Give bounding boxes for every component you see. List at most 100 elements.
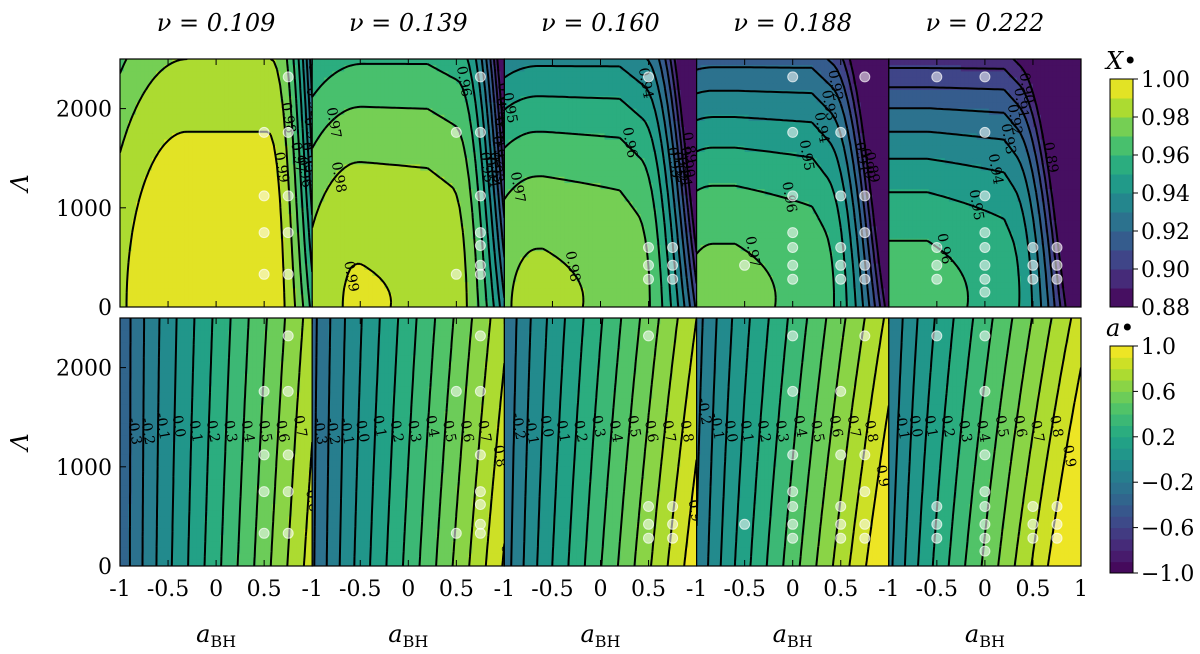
cell-0-0-28-38: [272, 233, 277, 240]
cell-0-1-35-14: [368, 276, 373, 283]
cell-0-2-7-35: [645, 102, 650, 109]
cell-0-0-33-9: [156, 264, 161, 271]
cell-0-0-10-5: [140, 121, 145, 128]
cell-0-1-36-16: [376, 282, 381, 289]
cell-0-2-7-46: [689, 102, 694, 109]
cell-0-1-12-27: [420, 133, 425, 140]
cell-0-1-34-17: [380, 270, 385, 277]
cell-0-0-11-10: [160, 127, 165, 134]
cell-0-1-6-34: [448, 96, 453, 103]
cell-0-0-29-13: [172, 239, 177, 246]
cell-0-0-12-23: [212, 133, 217, 140]
cell-0-1-14-14: [368, 146, 373, 153]
cell-0-2-22-14: [560, 195, 565, 202]
cell-0-0-13-2: [128, 140, 133, 147]
cell-0-0-1-31: [244, 65, 249, 72]
cell-0-1-15-17: [380, 152, 385, 159]
cell-0-1-19-34: [448, 177, 453, 184]
cell-0-0-36-39: [276, 282, 281, 289]
cell-0-1-34-18: [384, 270, 389, 277]
cell-0-0-6-14: [176, 96, 181, 103]
cell-0-0-5-25: [220, 90, 225, 97]
cell-0-0-11-12: [168, 127, 173, 134]
cell-0-0-4-37: [268, 84, 273, 91]
cell-0-0-12-22: [208, 133, 213, 140]
cell-0-0-37-27: [228, 288, 233, 295]
cell-0-0-37-7: [148, 288, 153, 295]
cell-0-0-25-13: [172, 214, 177, 221]
cell-0-0-5-27: [228, 90, 233, 97]
cell-0-2-8-23: [597, 109, 602, 116]
cell-0-0-36-16: [184, 282, 189, 289]
cell-0-1-26-23: [404, 220, 409, 227]
cell-0-0-33-39: [276, 264, 281, 271]
cell-0-2-21-26: [609, 189, 614, 196]
cell-0-1-9-17: [380, 115, 385, 122]
cell-0-0-12-11: [164, 133, 169, 140]
cell-0-2-8-28: [617, 109, 622, 116]
cell-0-1-1-17: [380, 65, 385, 72]
cell-0-1-25-27: [420, 214, 425, 221]
cell-0-0-13-18: [192, 140, 197, 147]
cell-0-2-13-19: [580, 140, 585, 147]
cell-0-0-12-26: [224, 133, 229, 140]
cell-0-1-20-20: [392, 183, 397, 190]
cell-0-0-19-27: [228, 177, 233, 184]
cell-0-1-38-17: [380, 295, 385, 302]
cell-0-0-24-21: [204, 208, 209, 215]
cell-0-0-11-39: [276, 127, 281, 134]
cell-0-0-26-5: [140, 220, 145, 227]
cell-0-2-15-19: [580, 152, 585, 159]
cell-0-2-16-3: [516, 158, 521, 165]
cell-0-0-30-16: [184, 245, 189, 252]
cell-0-2-5-45: [685, 90, 690, 97]
cell-0-1-15-1: [316, 152, 321, 159]
cell-0-1-24-34: [448, 208, 453, 215]
cell-0-0-31-37: [268, 251, 273, 258]
cell-0-0-32-8: [152, 257, 157, 264]
cell-0-0-16-14: [176, 158, 181, 165]
cell-0-1-28-27: [420, 233, 425, 240]
cell-0-0-5-9: [156, 90, 161, 97]
cell-0-0-26-34: [256, 220, 261, 227]
cell-0-1-20-30: [432, 183, 437, 190]
cell-0-1-14-10: [352, 146, 357, 153]
cell-0-0-22-25: [220, 195, 225, 202]
cell-0-1-13-23: [404, 140, 409, 147]
cell-0-0-26-43: [292, 220, 297, 227]
cell-0-2-5-27: [613, 90, 618, 97]
cell-0-0-0-33: [252, 59, 257, 66]
cell-0-1-27-25: [412, 226, 417, 233]
cell-0-0-33-33: [252, 264, 257, 271]
cell-0-0-24-10: [160, 208, 165, 215]
cell-0-1-20-16: [376, 183, 381, 190]
cell-0-1-38-27: [420, 295, 425, 302]
sim-point-0-0-8: [283, 72, 293, 82]
cell-0-0-38-36: [264, 295, 269, 302]
cell-0-0-18-28: [232, 171, 237, 178]
cell-0-0-27-8: [152, 226, 157, 233]
cell-0-1-24-16: [376, 208, 381, 215]
cell-0-2-6-25: [605, 96, 610, 103]
cell-0-0-27-13: [172, 226, 177, 233]
cell-0-0-20-33: [252, 183, 257, 190]
cell-0-0-24-20: [200, 208, 205, 215]
cell-0-2-3-9: [540, 78, 545, 85]
cell-0-0-26-9: [156, 220, 161, 227]
cell-0-0-34-5: [140, 270, 145, 277]
cell-0-0-32-9: [156, 257, 161, 264]
cell-0-1-5-6: [336, 90, 341, 97]
cell-0-2-4-46: [689, 84, 694, 91]
cell-0-1-11-20: [392, 127, 397, 134]
cell-0-1-20-36: [456, 183, 461, 190]
cell-0-0-19-0: [120, 177, 125, 184]
cell-0-1-5-13: [364, 90, 369, 97]
cell-0-0-37-33: [252, 288, 257, 295]
cell-0-0-15-28: [232, 152, 237, 159]
cell-0-1-31-18: [384, 251, 389, 258]
cell-0-2-8-38: [657, 109, 662, 116]
cell-0-0-19-8: [152, 177, 157, 184]
cell-0-0-8-26: [224, 109, 229, 116]
cell-0-2-21-11: [548, 189, 553, 196]
cell-0-1-30-17: [380, 245, 385, 252]
